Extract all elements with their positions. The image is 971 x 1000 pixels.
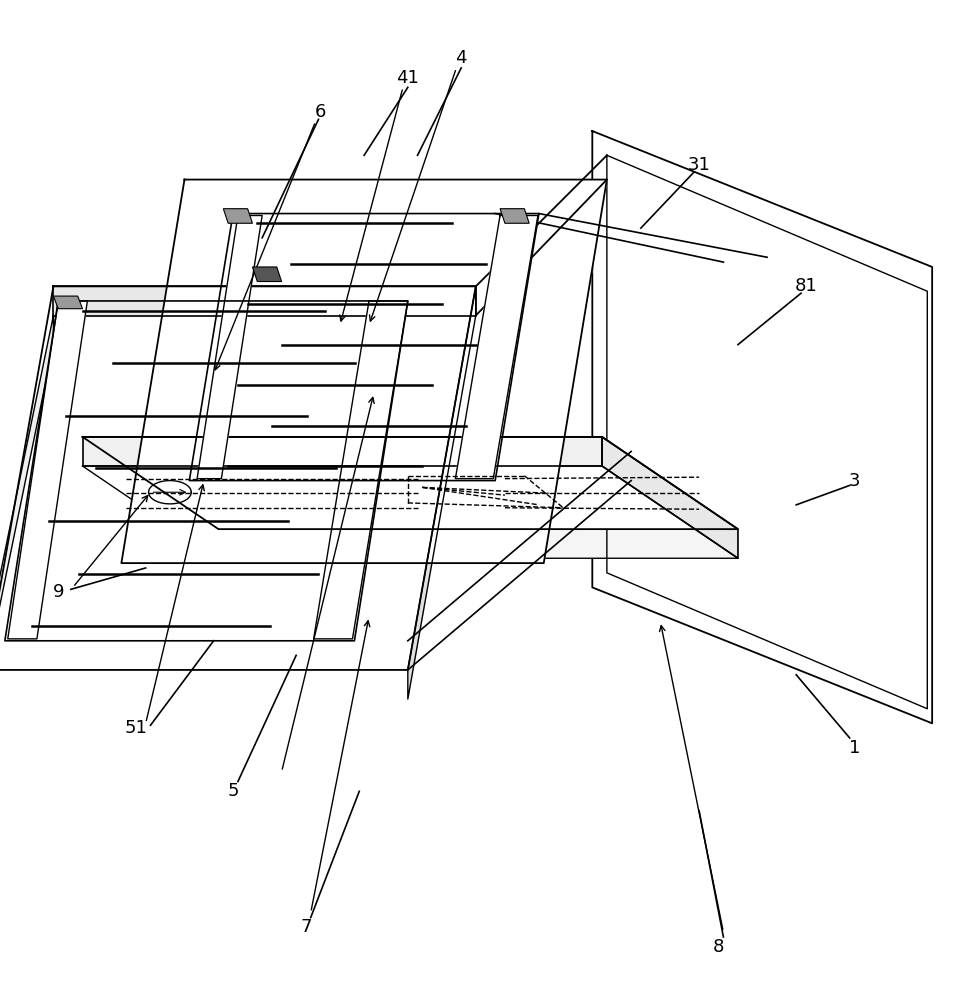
Text: 3: 3 [849, 472, 860, 490]
Polygon shape [592, 131, 932, 723]
Text: 81: 81 [794, 277, 818, 295]
Polygon shape [83, 466, 738, 558]
Text: 1: 1 [849, 739, 860, 757]
Polygon shape [408, 286, 476, 699]
Text: 31: 31 [687, 156, 711, 174]
Text: 9: 9 [52, 583, 64, 601]
Text: 4: 4 [455, 49, 467, 67]
Polygon shape [314, 301, 408, 639]
Polygon shape [602, 437, 738, 558]
Polygon shape [83, 437, 738, 529]
Polygon shape [455, 215, 538, 479]
Text: 51: 51 [124, 719, 148, 737]
Polygon shape [0, 286, 476, 670]
Text: 41: 41 [396, 69, 419, 87]
Polygon shape [121, 180, 607, 563]
Polygon shape [197, 215, 262, 479]
Text: 8: 8 [713, 938, 724, 956]
Polygon shape [0, 316, 53, 699]
Polygon shape [223, 209, 252, 223]
Polygon shape [8, 301, 87, 639]
Text: 6: 6 [315, 103, 326, 121]
Polygon shape [53, 286, 476, 316]
Text: 7: 7 [300, 918, 312, 936]
Text: 5: 5 [227, 782, 239, 800]
Polygon shape [53, 296, 83, 309]
Polygon shape [500, 209, 529, 223]
Polygon shape [252, 267, 282, 282]
Polygon shape [83, 437, 602, 466]
